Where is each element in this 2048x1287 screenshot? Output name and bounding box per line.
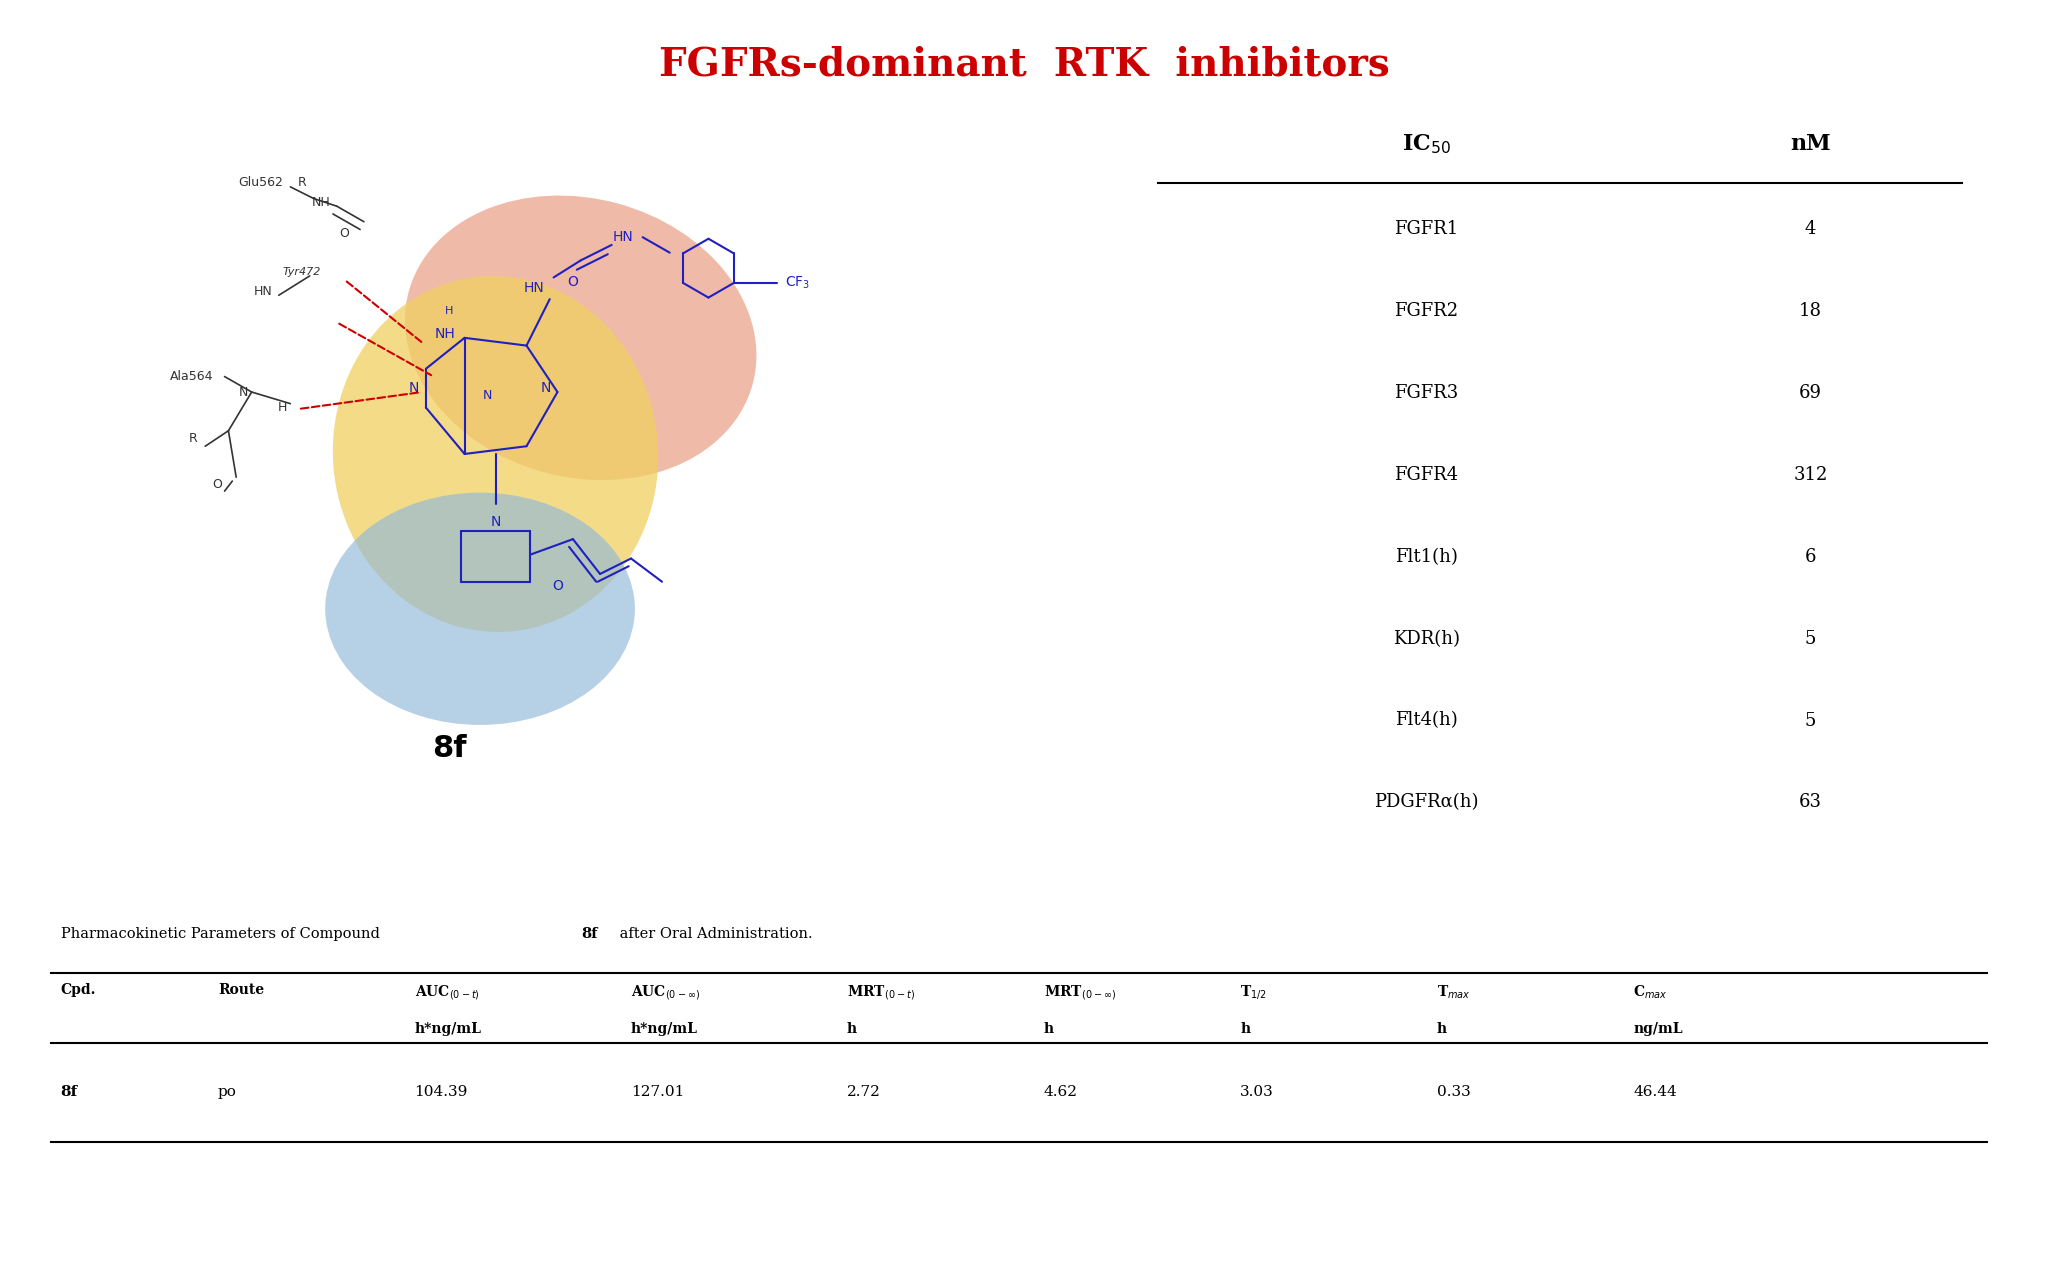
Text: 8f: 8f	[61, 1085, 78, 1099]
Text: KDR(h): KDR(h)	[1393, 629, 1460, 647]
Text: 6: 6	[1804, 548, 1817, 566]
Text: Cpd.: Cpd.	[61, 983, 96, 997]
Text: 312: 312	[1794, 466, 1827, 484]
Text: HN: HN	[254, 284, 272, 297]
Text: NH: NH	[311, 196, 330, 208]
Text: R: R	[299, 176, 307, 189]
Text: FGFR1: FGFR1	[1395, 220, 1458, 238]
Text: 2.72: 2.72	[848, 1085, 881, 1099]
Text: H: H	[444, 306, 453, 315]
Text: 8f: 8f	[432, 734, 467, 763]
Text: Pharmacokinetic Parameters of Compound: Pharmacokinetic Parameters of Compound	[61, 927, 385, 941]
Text: 5: 5	[1804, 712, 1817, 730]
Text: 8f: 8f	[582, 927, 598, 941]
Text: h: h	[848, 1022, 858, 1036]
Text: PDGFRα(h): PDGFRα(h)	[1374, 793, 1479, 811]
Text: NH: NH	[434, 327, 455, 341]
Text: R: R	[188, 432, 199, 445]
Text: Ala564: Ala564	[170, 371, 213, 384]
Text: MRT$_{(0-∞)}$: MRT$_{(0-∞)}$	[1044, 983, 1116, 1003]
Text: Route: Route	[217, 983, 264, 997]
Text: N: N	[410, 381, 420, 395]
Text: O: O	[567, 275, 578, 290]
Text: nM: nM	[1790, 134, 1831, 156]
Text: Glu562: Glu562	[238, 176, 283, 189]
Text: 5: 5	[1804, 629, 1817, 647]
Text: 63: 63	[1798, 793, 1823, 811]
Text: H: H	[279, 402, 287, 414]
Text: 104.39: 104.39	[414, 1085, 467, 1099]
Text: FGFR4: FGFR4	[1395, 466, 1458, 484]
Text: 0.33: 0.33	[1438, 1085, 1470, 1099]
Text: IC$_{50}$: IC$_{50}$	[1401, 133, 1450, 156]
Text: AUC$_{(0-t)}$: AUC$_{(0-t)}$	[414, 983, 479, 1003]
Text: h: h	[1438, 1022, 1448, 1036]
Ellipse shape	[326, 493, 635, 725]
Text: 3.03: 3.03	[1241, 1085, 1274, 1099]
Ellipse shape	[406, 196, 756, 480]
Text: FGFRs-dominant  RTK  inhibitors: FGFRs-dominant RTK inhibitors	[659, 45, 1389, 84]
Text: O: O	[553, 579, 563, 592]
Text: h: h	[1044, 1022, 1055, 1036]
Text: O: O	[340, 227, 350, 239]
Text: N: N	[483, 390, 492, 403]
Text: 4: 4	[1804, 220, 1817, 238]
Text: 46.44: 46.44	[1634, 1085, 1677, 1099]
Text: N: N	[541, 381, 551, 395]
Text: FGFR2: FGFR2	[1395, 302, 1458, 320]
Text: C$_{max}$: C$_{max}$	[1634, 983, 1667, 1001]
Text: O: O	[211, 479, 221, 492]
Text: CF$_3$: CF$_3$	[784, 274, 811, 291]
Text: Tyr472: Tyr472	[283, 266, 322, 277]
Text: T$_{1/2}$: T$_{1/2}$	[1241, 983, 1268, 1001]
Text: Flt4(h): Flt4(h)	[1395, 712, 1458, 730]
Text: N: N	[240, 386, 248, 399]
Text: ng/mL: ng/mL	[1634, 1022, 1683, 1036]
Text: after Oral Administration.: after Oral Administration.	[614, 927, 813, 941]
Text: T$_{max}$: T$_{max}$	[1438, 983, 1470, 1001]
Text: HN: HN	[612, 230, 633, 245]
Text: 69: 69	[1798, 384, 1823, 402]
Text: 127.01: 127.01	[631, 1085, 684, 1099]
Text: h*ng/mL: h*ng/mL	[414, 1022, 481, 1036]
Text: 18: 18	[1798, 302, 1823, 320]
Text: Flt1(h): Flt1(h)	[1395, 548, 1458, 566]
Text: AUC$_{(0-∞)}$: AUC$_{(0-∞)}$	[631, 983, 700, 1003]
Text: po: po	[217, 1085, 238, 1099]
Text: MRT$_{(0-t)}$: MRT$_{(0-t)}$	[848, 983, 915, 1003]
Text: h*ng/mL: h*ng/mL	[631, 1022, 698, 1036]
Text: h: h	[1241, 1022, 1251, 1036]
Text: FGFR3: FGFR3	[1395, 384, 1458, 402]
Text: 4.62: 4.62	[1044, 1085, 1077, 1099]
Ellipse shape	[334, 275, 657, 632]
Text: N: N	[489, 515, 500, 529]
Text: HN: HN	[524, 281, 545, 295]
